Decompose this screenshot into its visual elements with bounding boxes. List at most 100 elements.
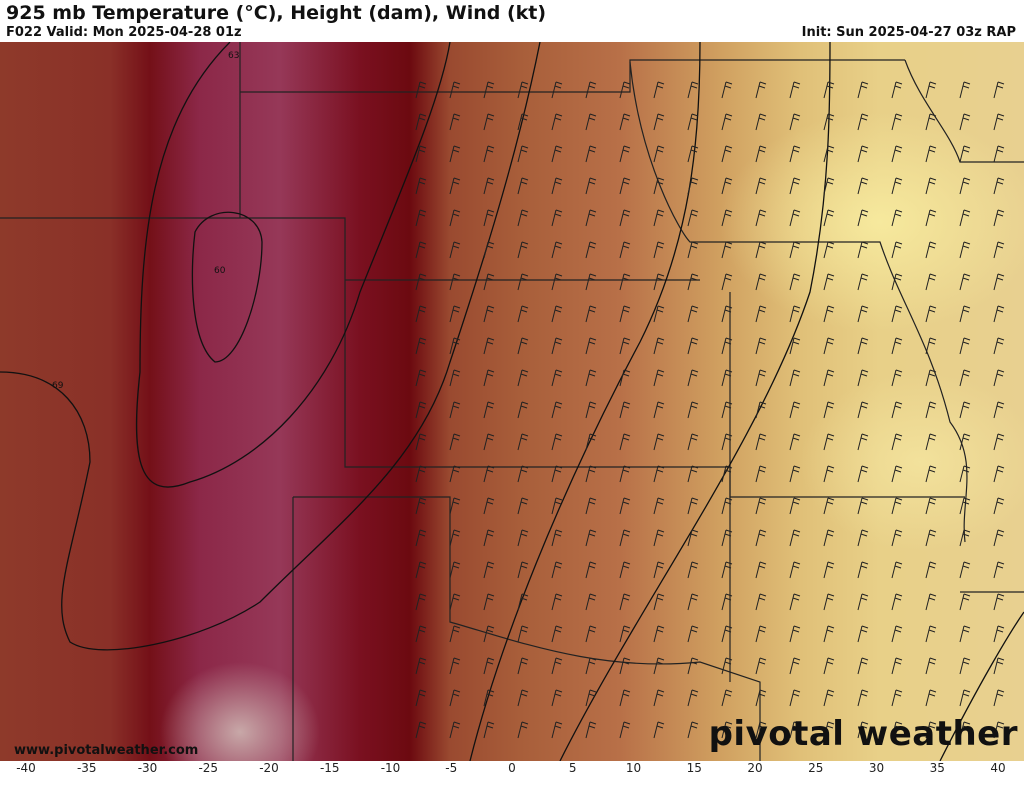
weather-map: 63 60 69 xyxy=(0,42,1024,761)
wind-barb xyxy=(619,273,631,291)
wind-barb xyxy=(415,209,427,227)
wind-barb xyxy=(585,529,597,547)
wind-barb xyxy=(585,273,597,291)
wind-barb xyxy=(891,433,903,451)
wind-barb xyxy=(483,465,495,483)
wind-barb xyxy=(925,145,937,163)
wind-barb xyxy=(653,401,665,419)
wind-barb xyxy=(789,273,801,291)
wind-barb xyxy=(755,657,767,675)
wind-barb xyxy=(891,465,903,483)
wind-barb xyxy=(517,305,529,323)
colorbar-tick: -5 xyxy=(445,761,458,775)
wind-barb xyxy=(993,113,1005,131)
wind-barb xyxy=(993,337,1005,355)
wind-barb xyxy=(823,465,835,483)
wind-barb xyxy=(585,689,597,707)
wind-barb xyxy=(687,465,699,483)
wind-barb xyxy=(789,657,801,675)
wind-barb xyxy=(823,401,835,419)
contour-label: 63 xyxy=(228,51,239,61)
wind-barb xyxy=(959,177,971,195)
wind-barb xyxy=(789,689,801,707)
wind-barb xyxy=(517,689,529,707)
wind-barb xyxy=(857,369,869,387)
wind-barb xyxy=(891,529,903,547)
wind-barb xyxy=(823,593,835,611)
wind-barb xyxy=(585,113,597,131)
wind-barb xyxy=(585,625,597,643)
wind-barb xyxy=(551,401,563,419)
wind-barb xyxy=(415,369,427,387)
wind-barb xyxy=(891,273,903,291)
wind-barb xyxy=(993,433,1005,451)
wind-barb xyxy=(755,369,767,387)
wind-barb xyxy=(585,305,597,323)
wind-barb xyxy=(959,337,971,355)
wind-barb xyxy=(823,369,835,387)
wind-barb xyxy=(619,689,631,707)
wind-barb xyxy=(789,401,801,419)
wind-barb xyxy=(823,689,835,707)
wind-barb xyxy=(619,209,631,227)
wind-barb xyxy=(925,337,937,355)
wind-barb xyxy=(857,561,869,579)
wind-barb xyxy=(449,305,461,323)
wind-barb xyxy=(619,497,631,515)
wind-barb xyxy=(857,337,869,355)
wind-barb xyxy=(789,369,801,387)
wind-barb xyxy=(415,465,427,483)
wind-barb xyxy=(993,561,1005,579)
wind-barb xyxy=(483,241,495,259)
wind-barb xyxy=(687,433,699,451)
wind-barb xyxy=(687,209,699,227)
wind-barb xyxy=(891,625,903,643)
wind-barb xyxy=(653,465,665,483)
wind-barb xyxy=(517,625,529,643)
wind-barb xyxy=(925,273,937,291)
wind-barb xyxy=(483,113,495,131)
wind-barb xyxy=(755,433,767,451)
wind-barb xyxy=(891,401,903,419)
wind-barb xyxy=(993,497,1005,515)
wind-barb xyxy=(449,465,461,483)
wind-barb xyxy=(891,561,903,579)
wind-barb xyxy=(891,657,903,675)
wind-barb xyxy=(687,177,699,195)
wind-barb xyxy=(891,593,903,611)
colorbar-tick: -10 xyxy=(380,761,401,775)
wind-barb xyxy=(653,337,665,355)
wind-barb xyxy=(551,145,563,163)
wind-barb xyxy=(449,145,461,163)
wind-barb xyxy=(449,113,461,131)
wind-barb xyxy=(619,465,631,483)
wind-barb xyxy=(755,529,767,547)
wind-barb xyxy=(993,689,1005,707)
wind-barb xyxy=(415,433,427,451)
wind-barb xyxy=(653,561,665,579)
wind-barb xyxy=(857,209,869,227)
colorbar-tick: -35 xyxy=(76,761,97,775)
wind-barb xyxy=(925,561,937,579)
wind-barb xyxy=(653,497,665,515)
wind-barb xyxy=(789,593,801,611)
wind-barb xyxy=(959,113,971,131)
wind-barb xyxy=(857,721,869,739)
wind-barb xyxy=(415,81,427,99)
wind-barb xyxy=(755,337,767,355)
wind-barb xyxy=(823,433,835,451)
wind-barb xyxy=(755,465,767,483)
wind-barb xyxy=(857,273,869,291)
wind-barb xyxy=(823,273,835,291)
wind-barb xyxy=(857,625,869,643)
wind-barb xyxy=(585,177,597,195)
wind-barb xyxy=(721,465,733,483)
wind-barb xyxy=(993,305,1005,323)
wind-barb xyxy=(585,497,597,515)
wind-barb xyxy=(687,337,699,355)
wind-barb xyxy=(415,561,427,579)
wind-barb xyxy=(415,529,427,547)
wind-barb xyxy=(687,369,699,387)
wind-barb xyxy=(585,145,597,163)
wind-barb xyxy=(449,337,461,355)
